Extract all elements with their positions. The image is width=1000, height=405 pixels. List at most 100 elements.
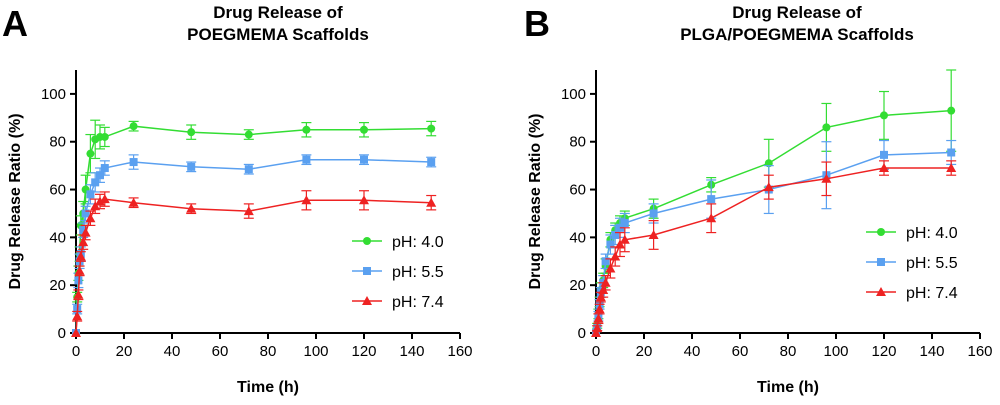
data-point (879, 163, 889, 173)
data-point (648, 229, 659, 239)
data-point (86, 149, 95, 158)
y-tick-label: 40 (569, 229, 586, 246)
x-axis-title: Time (h) (757, 379, 819, 396)
data-point (427, 158, 436, 167)
legend-marker (877, 228, 885, 236)
x-tick-label: 20 (116, 343, 133, 360)
series-ph-4-0 (592, 69, 957, 337)
data-point (129, 122, 138, 131)
y-tick-label: 100 (561, 86, 586, 103)
data-point (100, 164, 109, 173)
data-point (302, 155, 311, 164)
data-point (187, 128, 196, 137)
data-point (611, 230, 620, 239)
data-point (426, 197, 437, 207)
x-tick-label: 140 (399, 343, 424, 360)
data-point (90, 201, 101, 211)
x-tick-label: 40 (684, 343, 701, 360)
data-point (880, 150, 888, 159)
series-ph-7-4 (591, 160, 957, 337)
data-point (244, 130, 253, 139)
chart-title: PLGA/POEGMEMA Scaffolds (680, 25, 914, 44)
y-axis-title: Drug Release Ratio (%) (7, 113, 24, 289)
x-tick-label: 160 (447, 343, 472, 360)
data-point (75, 251, 86, 261)
data-point (99, 194, 110, 204)
x-tick-label: 120 (351, 343, 376, 360)
data-point (880, 111, 888, 120)
y-axis-title: Drug Release Ratio (%) (527, 113, 544, 289)
legend-marker (876, 287, 886, 296)
x-tick-label: 40 (164, 343, 181, 360)
panel-letter: B (524, 3, 550, 44)
data-point (79, 226, 88, 235)
y-tick-label: 0 (578, 325, 586, 342)
legend-label: pH: 4.0 (906, 225, 958, 242)
series-ph-7-4 (71, 190, 437, 337)
data-point (946, 163, 957, 173)
data-point (95, 196, 105, 206)
chart-panel-b: B Drug Release of PLGA/POEGMEMA Scaffolds 0… (524, 3, 993, 396)
chart-title: Drug Release of (732, 3, 862, 22)
data-point (100, 132, 109, 141)
x-tick-label: 160 (967, 343, 992, 360)
series-line (595, 167, 952, 334)
chart-title: Drug Release of (213, 3, 343, 22)
data-point (73, 289, 84, 299)
data-point (244, 165, 253, 174)
x-tick-label: 0 (72, 343, 80, 360)
chart-panel-a: A Drug Release of POEGMEMA Scaffolds 0 20 40 6… (2, 3, 473, 396)
x-tick-label: 60 (732, 343, 749, 360)
data-point (302, 125, 311, 134)
panel-letter: A (2, 3, 28, 44)
data-point (128, 197, 139, 207)
data-point (822, 123, 831, 132)
x-tick-label: 0 (592, 343, 600, 360)
data-point (592, 323, 603, 333)
x-axis-title: Time (h) (237, 379, 299, 396)
legend-label: pH: 7.4 (906, 285, 958, 302)
legend-marker (363, 237, 371, 245)
legend-marker (362, 296, 372, 305)
data-point (186, 203, 197, 213)
data-point (81, 209, 90, 218)
series-line (75, 158, 432, 334)
data-point (187, 162, 196, 171)
data-point (605, 263, 616, 273)
x-tick-label: 60 (212, 343, 229, 360)
y-tick-label: 60 (569, 182, 586, 199)
y-tick-label: 20 (49, 277, 66, 294)
legend-label: pH: 4.0 (392, 234, 444, 251)
data-point (360, 125, 368, 134)
x-tick-label: 100 (823, 343, 848, 360)
legend: pH: 4.0 pH: 5.5 pH: 7.4 (866, 225, 958, 302)
x-tick-label: 140 (919, 343, 944, 360)
data-point (593, 313, 604, 323)
y-tick-label: 0 (58, 325, 66, 342)
data-point (619, 234, 630, 244)
y-tick-label: 20 (569, 277, 586, 294)
x-tick-label: 80 (260, 343, 277, 360)
data-point (947, 106, 956, 115)
legend-label: pH: 5.5 (392, 264, 444, 281)
data-point (591, 328, 601, 337)
data-point (763, 182, 774, 192)
legend: pH: 4.0 pH: 5.5 pH: 7.4 (352, 234, 444, 311)
data-point (359, 195, 369, 205)
data-point (85, 213, 96, 223)
y-tick-label: 80 (49, 134, 66, 151)
data-point (620, 219, 629, 228)
data-point (80, 227, 91, 237)
data-point (72, 311, 83, 321)
data-point (86, 190, 95, 199)
data-point (821, 173, 832, 183)
chart-title: POEGMEMA Scaffolds (187, 25, 369, 44)
x-tick-label: 20 (636, 343, 653, 360)
series-line (75, 198, 432, 334)
data-point (427, 124, 436, 133)
data-point (707, 195, 716, 204)
series-ph-5-5 (592, 139, 957, 337)
x-tick-label: 120 (871, 343, 896, 360)
data-point (74, 265, 85, 275)
legend-label: pH: 7.4 (392, 294, 444, 311)
